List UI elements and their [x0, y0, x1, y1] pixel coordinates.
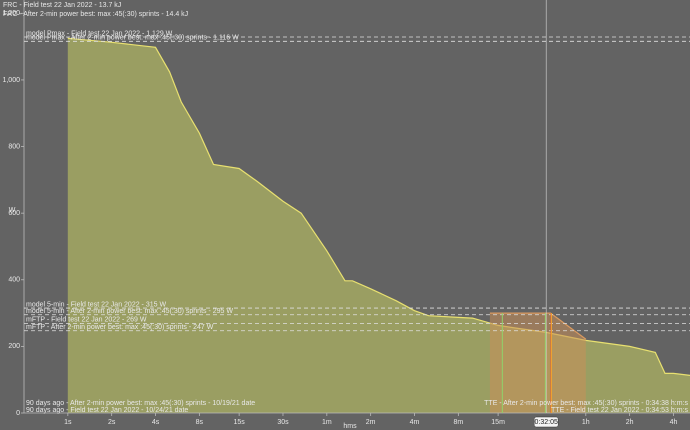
x-tick-label: 8s — [196, 419, 204, 426]
x-tick-label: 1h — [582, 419, 590, 426]
x-axis-label: hms — [343, 423, 357, 430]
x-tick-label: 2m — [366, 419, 376, 426]
line — [489, 312, 587, 340]
y-tick-label: 0 — [16, 410, 20, 417]
reference-label: mFTP - After 2-min power best: max :45(:… — [26, 324, 214, 331]
bottom-right-note: TTE - Field test 22 Jan 2022 - 0:34:53 h… — [551, 407, 688, 414]
x-tick-label: 15m — [491, 419, 505, 426]
reference-label: model Pmax - Field test 22 Jan 2022 - 1,… — [26, 30, 173, 37]
y-tick-label: 1,200 — [2, 10, 20, 17]
bottom-left-note: 90 days ago - Field test 22 Jan 2022 - 1… — [26, 407, 188, 414]
x-tick-label: 4h — [670, 419, 678, 426]
cursor-label-box — [533, 416, 559, 428]
y-tick-label: 1,000 — [2, 77, 20, 84]
y-tick-label: 200 — [8, 343, 20, 350]
x-tick-label: 1s — [64, 419, 72, 426]
top-note: FRC - Field test 22 Jan 2022 - 13.7 kJ — [3, 2, 121, 9]
x-tick-label: 2h — [626, 419, 634, 426]
bottom-left-note: 90 days ago - After 2-min power best: ma… — [26, 400, 255, 407]
x-tick-label: 4s — [152, 419, 160, 426]
y-tick-label: 400 — [8, 277, 20, 284]
y-tick-label: 800 — [8, 143, 20, 150]
y-tick-label: 600 — [8, 210, 20, 217]
area — [489, 313, 586, 413]
x-tick-label: 2s — [108, 419, 116, 426]
reference-label: model 5-min - Field test 22 Jan 2022 - 3… — [26, 301, 166, 308]
cursor-label: 0:32:05 — [535, 419, 558, 426]
reference-label: model 5-min - After 2-min power best: ma… — [26, 308, 233, 315]
bottom-right-note: TTE - After 2-min power best: max :45(:3… — [484, 400, 688, 407]
line — [67, 37, 690, 376]
y-axis-label: W — [9, 207, 16, 214]
x-tick-label: 4m — [410, 419, 420, 426]
top-note: FRC - After 2-min power best: max :45(:3… — [3, 11, 188, 18]
reference-label: mFTP - Field test 22 Jan 2022 - 269 W — [26, 317, 147, 324]
x-tick-label: 8m — [453, 419, 463, 426]
area — [67, 38, 690, 413]
x-tick-label: 30s — [277, 419, 289, 426]
reference-label: model Pmax - After 2-min power best: max… — [26, 35, 239, 42]
x-tick-label: 1m — [322, 419, 332, 426]
x-tick-label: 15s — [233, 419, 245, 426]
